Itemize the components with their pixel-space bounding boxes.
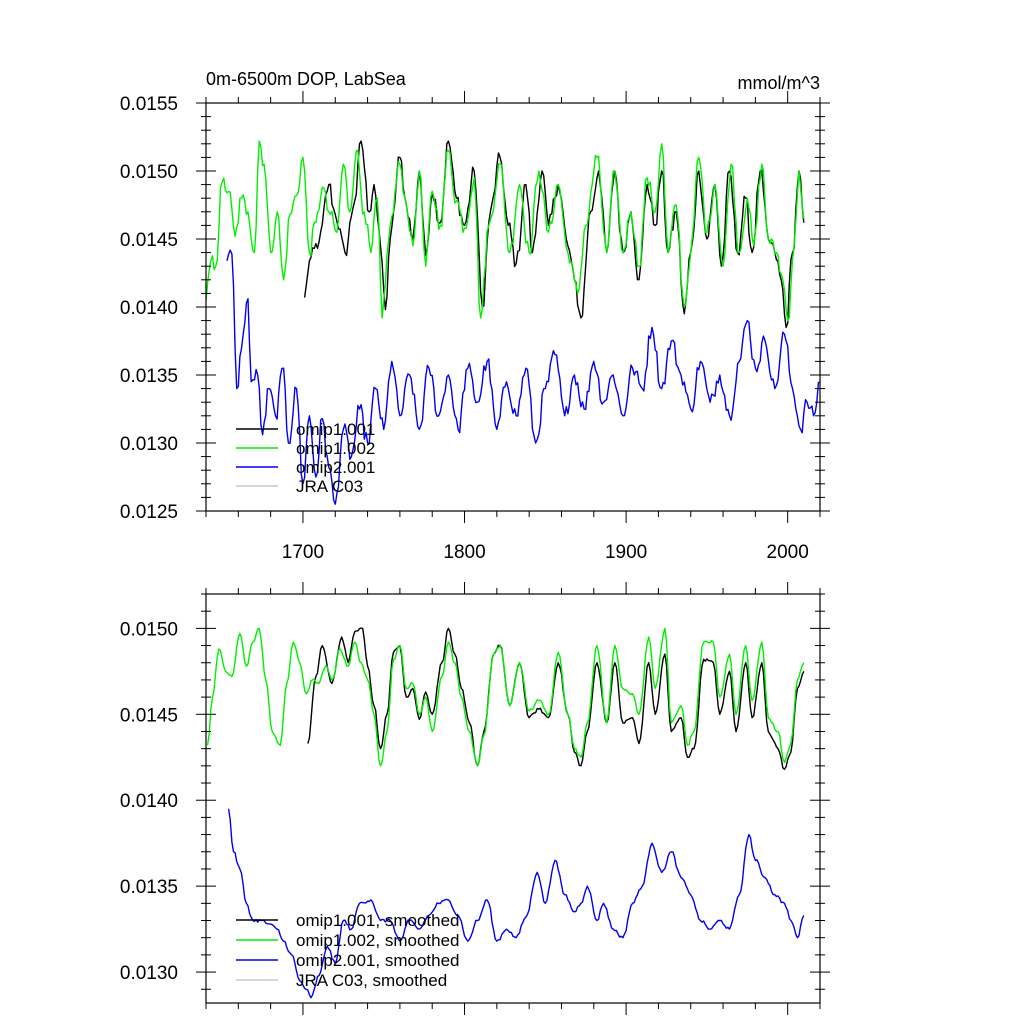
y-tick-label: 0.0150 [120,162,178,183]
legend-label: JRA C03 [296,477,363,496]
y-tick-label: 0.0150 [120,619,178,640]
y-tick-label: 0.0135 [120,366,178,387]
legend-label: omip2.001 [296,458,375,477]
series-line-omip1-002-smoothed [206,627,805,767]
y-tick-label: 0.0130 [120,963,178,984]
series-line-omip2-001-smoothed [227,808,805,999]
y-tick-label: 0.0140 [120,298,178,319]
legend-label: omip1.001 [296,420,375,439]
legend-label: omip1.002, smoothed [296,931,460,950]
bottom-panel: 0.0130 0.0135 0.0140 0.0145 0.0150 omip1.001,… [120,582,830,1015]
plot-frame [205,593,821,1004]
legend-label: omip2.001, smoothed [296,951,460,970]
y-tick-label: 0.0130 [120,434,178,455]
x-tick-label: 1700 [282,542,324,563]
units-label: mmol/m^3 [738,73,820,93]
legend-label: omip1.001, smoothed [296,911,460,930]
y-tick-label: 0.0145 [120,705,178,726]
y-tick-label: 0.0125 [120,502,178,523]
top-panel: 0.0125 0.0130 0.0135 0.0140 0.0145 0.0150 0.01… [120,69,830,563]
series-line-omip1-001 [303,140,805,329]
chart-title: 0m-6500m DOP, LabSea [206,69,407,89]
y-tick-label: 0.0155 [120,94,178,115]
legend-label: omip1.002 [296,439,375,458]
y-tick-label: 0.0140 [120,791,178,812]
series-line-omip1-001-smoothed [307,627,805,770]
legend-label: JRA C03, smoothed [296,971,447,990]
y-tick-label: 0.0135 [120,877,178,898]
x-tick-label: 2000 [767,542,809,563]
series-line-omip1-002 [205,140,805,322]
y-tick-label: 0.0145 [120,230,178,251]
series-line-omip2-001 [226,249,821,505]
x-tick-label: 1800 [443,542,485,563]
x-tick-label: 1900 [605,542,647,563]
